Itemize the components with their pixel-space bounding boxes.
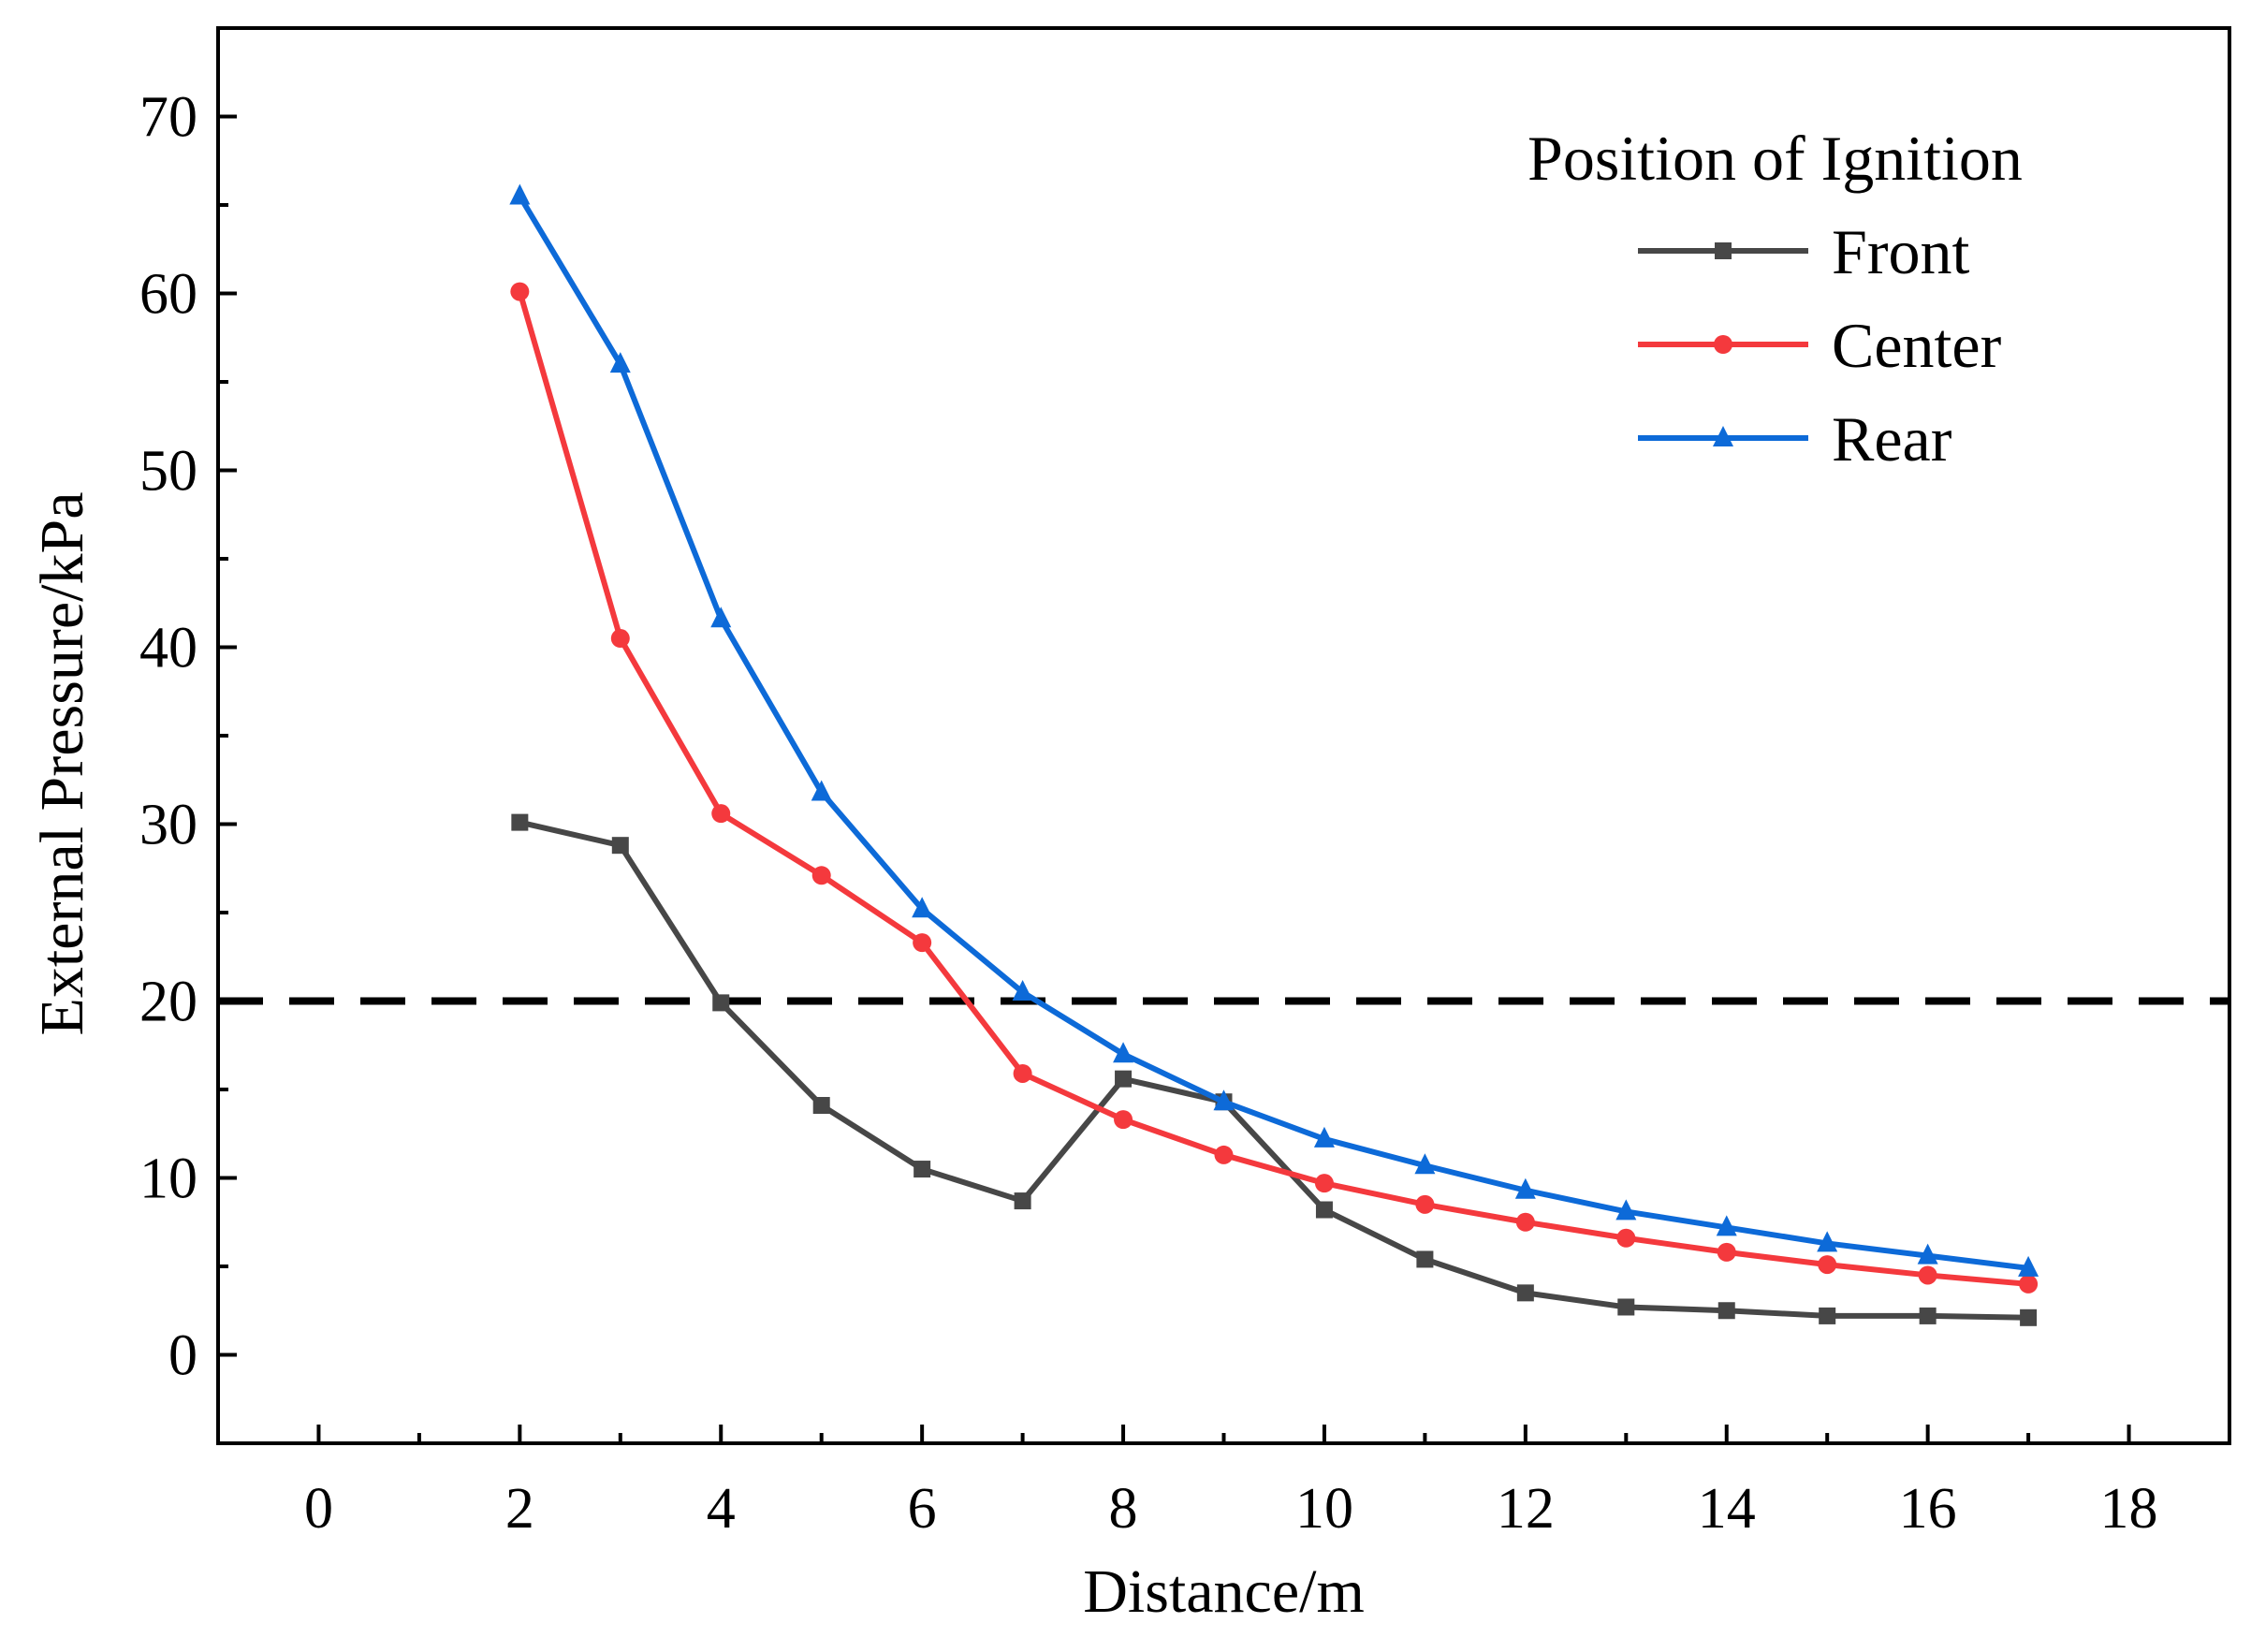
x-axis-title: Distance/m [1083, 1557, 1365, 1626]
data-point-rear [811, 780, 832, 801]
legend-label: Center [1832, 310, 2002, 381]
data-point-front [511, 813, 529, 831]
y-tick-label: 30 [139, 794, 197, 857]
data-point-front [2020, 1308, 2038, 1326]
data-point-center [1918, 1265, 1937, 1285]
x-tick-label: 18 [2100, 1477, 2158, 1541]
data-point-center [510, 282, 530, 301]
data-point-rear [1817, 1231, 1838, 1252]
data-point-rear [2018, 1255, 2039, 1277]
data-point-center [1818, 1255, 1837, 1275]
data-point-front [1617, 1298, 1635, 1316]
data-point-center [1415, 1194, 1435, 1214]
data-point-rear [1414, 1153, 1436, 1175]
legend: Position of Ignition Front Center Rear [1527, 123, 2023, 475]
data-point-center [1515, 1212, 1535, 1232]
legend-item-center: Center [1638, 310, 2002, 381]
data-point-front [1315, 1201, 1333, 1219]
legend-swatch-marker [1713, 426, 1733, 446]
legend-label: Front [1832, 216, 1969, 287]
y-tick-label: 40 [139, 617, 197, 680]
data-point-front [1919, 1307, 1937, 1324]
tick-labels: 0 2 4 6 8 10 12 14 16 18 0 10 20 30 40 50 60 70 [139, 86, 2158, 1542]
y-tick-label: 70 [139, 86, 197, 150]
data-point-rear [1213, 1089, 1235, 1111]
data-point-center [811, 866, 831, 885]
x-tick-label: 16 [1899, 1477, 1957, 1541]
data-point-front [1516, 1284, 1534, 1302]
data-point-center [913, 933, 932, 953]
data-point-rear [609, 352, 631, 373]
data-point-rear [1113, 1042, 1134, 1063]
series-line-front [519, 819, 2029, 1321]
series-layer [509, 183, 2039, 1326]
data-point-rear [509, 183, 531, 205]
data-point-rear [1917, 1243, 1938, 1265]
plot-frame [216, 26, 2231, 1445]
x-tick-label: 6 [908, 1477, 937, 1541]
x-tick-label: 14 [1698, 1477, 1756, 1541]
legend-title: Position of Ignition [1527, 123, 2023, 194]
data-point-front [914, 1161, 931, 1178]
data-point-front [712, 994, 730, 1012]
data-point-center [1616, 1228, 1636, 1248]
y-tick-label: 20 [139, 971, 197, 1034]
data-point-front [1717, 1302, 1735, 1320]
data-point-front [1014, 1192, 1031, 1210]
data-point-center [1214, 1145, 1234, 1164]
y-tick-label: 10 [139, 1148, 197, 1211]
x-tick-label: 2 [505, 1477, 534, 1541]
data-point-center [2019, 1274, 2039, 1294]
data-point-rear [912, 897, 933, 918]
data-point-center [1013, 1063, 1032, 1083]
series-center [510, 282, 2039, 1294]
data-point-center [610, 629, 630, 649]
data-point-front [1819, 1307, 1836, 1324]
data-point-rear [710, 607, 732, 628]
x-tick-label: 4 [707, 1477, 736, 1541]
data-point-center [1314, 1174, 1334, 1193]
x-tick-label: 10 [1295, 1477, 1353, 1541]
data-point-front [1416, 1250, 1434, 1268]
series-rear [509, 183, 2039, 1277]
data-point-center [711, 804, 731, 824]
series-line-rear [517, 195, 2029, 1271]
data-point-center [1717, 1242, 1736, 1262]
data-point-rear [1313, 1126, 1335, 1148]
legend-label: Rear [1832, 403, 1952, 475]
data-point-rear [1514, 1177, 1536, 1199]
legend-swatch-marker [1715, 242, 1732, 259]
y-tick-label: 60 [139, 263, 197, 327]
data-point-front [1115, 1070, 1133, 1088]
x-tick-label: 8 [1109, 1477, 1138, 1541]
x-tick-label: 0 [304, 1477, 333, 1541]
y-axis-title: External Pressure/kPa [28, 491, 96, 1035]
legend-item-front: Front [1638, 216, 1969, 287]
data-point-rear [1615, 1199, 1637, 1221]
series-line-center [517, 290, 2029, 1287]
data-point-front [611, 837, 629, 855]
data-point-front [812, 1097, 830, 1115]
data-point-center [1114, 1110, 1133, 1130]
legend-item-rear: Rear [1638, 403, 1952, 475]
y-tick-label: 0 [168, 1324, 197, 1388]
y-tick-label: 50 [139, 440, 197, 504]
data-point-rear [1012, 980, 1033, 1001]
data-point-rear [1716, 1215, 1737, 1236]
legend-swatch-marker [1714, 335, 1732, 354]
x-tick-label: 12 [1497, 1477, 1555, 1541]
